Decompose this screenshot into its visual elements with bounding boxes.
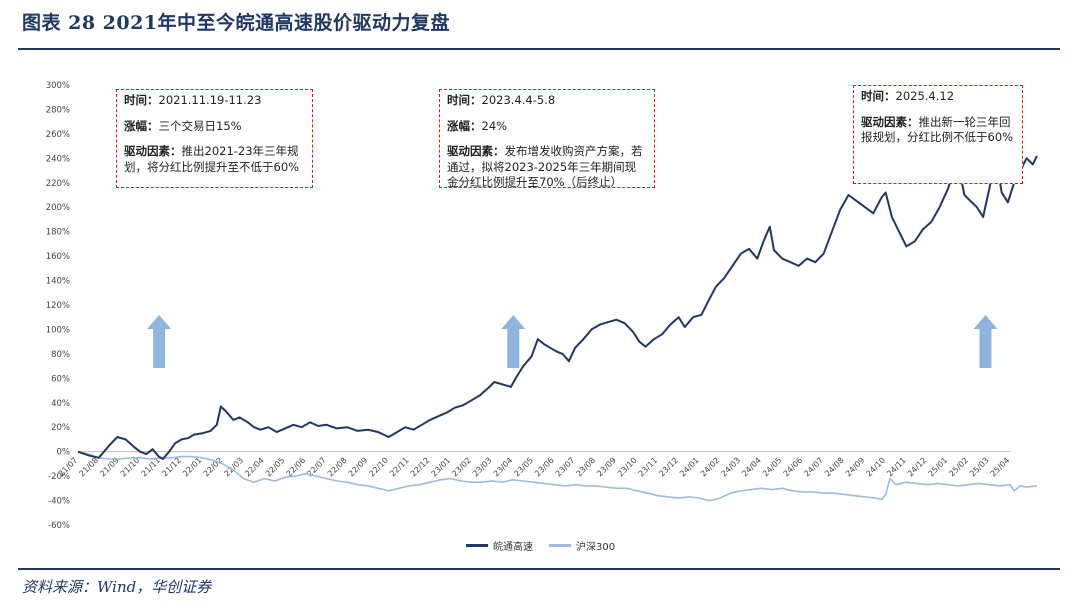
annotation-driver: 发布增发收购资产方案，若通过，拟将2023-2025年三年期间现金分红比例提升至… (447, 144, 643, 190)
x-tick-label: 22/06 (285, 456, 308, 479)
y-tick-label: 60% (51, 374, 70, 384)
y-tick-label: 300% (46, 81, 70, 91)
x-tick-label: 24/08 (823, 456, 846, 479)
y-tick-label: -60% (48, 521, 70, 531)
y-tick-label: 240% (46, 154, 70, 164)
x-tick-label: 23/01 (430, 456, 453, 479)
y-tick-label: 100% (46, 325, 70, 335)
x-tick-label: 21/08 (77, 456, 100, 479)
x-tick-label: 23/03 (471, 456, 494, 479)
y-tick-label: 40% (51, 399, 70, 409)
up-arrows (147, 315, 998, 368)
annotation-gain: 三个交易日15% (158, 118, 242, 133)
legend-swatch-wantong (466, 544, 488, 547)
chart-legend: 皖通高速 沪深300 (466, 538, 615, 553)
x-tick-label: 23/04 (492, 456, 515, 479)
y-tick-label: 280% (46, 105, 70, 115)
up-arrow-icon (501, 315, 526, 368)
x-tick-label: 24/02 (699, 456, 722, 479)
x-tick-label: 23/08 (575, 456, 598, 479)
x-tick-label: 22/05 (264, 456, 287, 479)
y-tick-label: 180% (46, 228, 70, 238)
x-tick-label: 22/12 (409, 456, 432, 479)
x-tick-label: 23/11 (637, 456, 660, 479)
x-tick-label: 24/10 (864, 456, 887, 479)
legend-label-wantong: 皖通高速 (493, 542, 533, 553)
y-tick-label: -40% (48, 497, 70, 507)
x-tick-label: 22/09 (347, 456, 370, 479)
series-lines (77, 154, 1038, 502)
x-tick-label: 22/11 (388, 456, 411, 479)
x-tick-label: 24/03 (719, 456, 742, 479)
x-tick-label: 22/08 (326, 456, 349, 479)
x-tick-label: 23/10 (616, 456, 639, 479)
x-axis: 21/0721/0821/0921/1021/1121/1222/0122/02… (57, 451, 1012, 479)
annotation-time-label: 时间： (861, 89, 896, 103)
x-tick-label: 24/06 (782, 456, 805, 479)
x-tick-label: 22/01 (181, 456, 204, 479)
annotation-gain: 24% (481, 118, 508, 133)
x-tick-label: 24/05 (761, 456, 784, 479)
x-tick-label: 24/07 (802, 456, 825, 479)
x-tick-label: 23/07 (554, 456, 577, 479)
annotation-gain-label: 涨幅： (447, 118, 482, 133)
series-line-hs300 (77, 450, 1037, 502)
y-tick-label: 80% (51, 350, 70, 360)
annotation-box-2025: 时间：2025.4.12 驱动因素：推出新一轮三年回报规划，分红比例不低于60% (853, 85, 1023, 184)
title-divider (18, 48, 1060, 50)
annotation-time: 2025.4.12 (895, 89, 955, 103)
y-tick-label: 0% (57, 448, 71, 458)
x-tick-label: 25/01 (927, 456, 950, 479)
x-tick-label: 25/03 (968, 456, 991, 479)
x-tick-label: 24/09 (844, 456, 867, 479)
annotation-time: 2021.11.19-11.23 (158, 93, 262, 107)
x-tick-label: 22/10 (367, 456, 390, 479)
y-tick-label: -20% (48, 472, 70, 482)
annotation-driver-label: 驱动因素： (861, 114, 919, 129)
legend-item-wantong: 皖通高速 (466, 538, 533, 553)
up-arrow-icon (147, 315, 172, 368)
annotation-gain-label: 涨幅： (124, 118, 159, 133)
x-tick-label: 23/05 (512, 456, 535, 479)
series-line-wantong (77, 154, 1038, 460)
annotation-driver: 推出2021-23年三年规划，将分红比例提升至不低于60% (124, 144, 300, 174)
x-tick-label: 23/06 (533, 456, 556, 479)
figure-title: 图表 28 2021年中至今皖通高速股价驱动力复盘 (22, 12, 451, 34)
x-tick-label: 24/01 (678, 456, 701, 479)
y-tick-label: 220% (46, 179, 70, 189)
x-tick-label: 23/09 (595, 456, 618, 479)
y-tick-label: 120% (46, 301, 70, 311)
x-tick-label: 25/02 (947, 456, 970, 479)
y-tick-label: 140% (46, 277, 70, 287)
annotation-driver-label: 驱动因素： (447, 144, 505, 159)
x-tick-label: 22/03 (222, 456, 245, 479)
legend-swatch-hs300 (549, 544, 571, 547)
y-tick-label: 200% (46, 203, 70, 213)
legend-item-hs300: 沪深300 (549, 538, 615, 553)
x-tick-label: 23/02 (450, 456, 473, 479)
x-tick-label: 24/12 (906, 456, 929, 479)
x-tick-label: 23/12 (657, 456, 680, 479)
source-note: 资料来源：Wind，华创证券 (22, 578, 212, 596)
footer-divider (18, 568, 1060, 570)
y-axis: 300% 280% 260% 240% 220% 200% 180% 160% 140% 120%… (46, 81, 70, 531)
annotation-time-label: 时间： (447, 93, 482, 107)
y-tick-label: 20% (51, 423, 70, 433)
x-tick-label: 24/04 (740, 456, 763, 479)
annotation-time: 2023.4.4-5.8 (481, 93, 556, 107)
y-tick-label: 260% (46, 130, 70, 140)
annotation-driver-label: 驱动因素： (124, 144, 182, 159)
y-tick-label: 160% (46, 252, 70, 262)
annotation-box-2021: 时间：2021.11.19-11.23 涨幅：三个交易日15% 驱动因素：推出2… (116, 89, 313, 188)
up-arrow-icon (973, 315, 998, 368)
x-tick-label: 25/04 (989, 456, 1012, 479)
annotation-box-2023: 时间：2023.4.4-5.8 涨幅：24% 驱动因素：发布增发收购资产方案，若… (439, 89, 655, 190)
x-tick-label: 24/11 (885, 456, 908, 479)
x-tick-label: 22/04 (243, 456, 266, 479)
annotation-driver: 推出新一轮三年回报规划，分红比例不低于60% (861, 114, 1014, 145)
legend-label-hs300: 沪深300 (576, 542, 616, 553)
annotation-time-label: 时间： (124, 93, 159, 107)
